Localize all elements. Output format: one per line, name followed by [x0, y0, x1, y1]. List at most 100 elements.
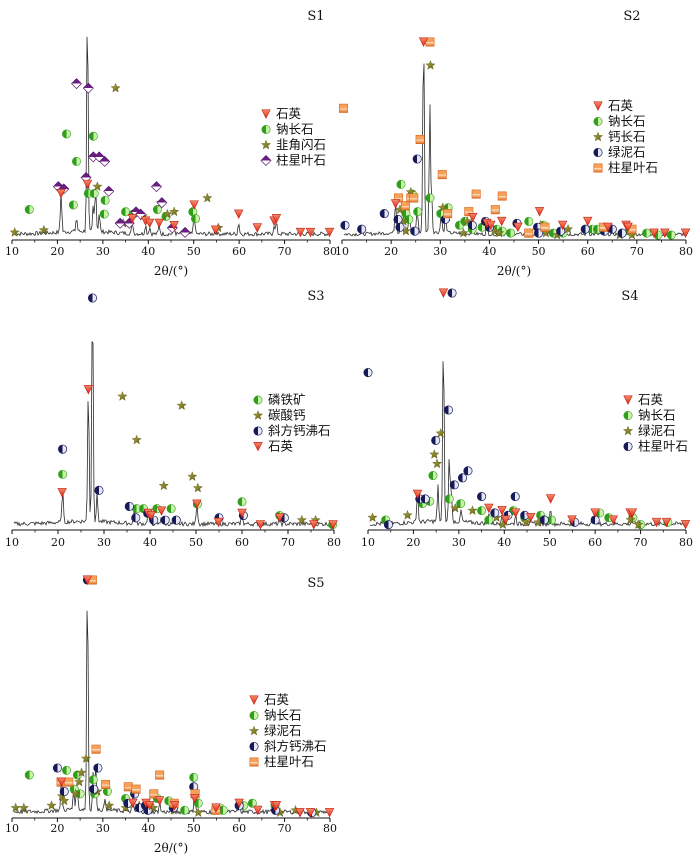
cordierite-marker [415, 135, 425, 145]
x-tick-label: 80 [679, 536, 693, 549]
star-marker [429, 449, 440, 459]
diffraction-trace [13, 36, 330, 238]
star-marker [104, 800, 115, 810]
cordierite-marker [149, 789, 159, 799]
quartz-marker [328, 520, 338, 530]
quartz-marker [275, 513, 285, 523]
x-tick-label: 10 [5, 536, 19, 549]
dark-marker [393, 214, 403, 224]
dark-marker [171, 515, 181, 525]
cordierite-marker [497, 191, 507, 201]
amphibole-marker [99, 155, 111, 167]
legend-label: 石英 [268, 439, 294, 454]
quartz-marker [680, 520, 691, 530]
chart-panel-s5: 10 20 30 40 50 60 70 80 2θ/(°) S5 石英钠长石绿泥石斜方钙沸石柱星叶… [5, 575, 337, 855]
quartz-marker [497, 506, 507, 516]
quartz-marker [57, 488, 67, 498]
series-quartz [390, 37, 691, 238]
legend-quartz-icon [623, 395, 633, 405]
dark-marker [52, 763, 62, 773]
quartz-marker [271, 214, 282, 224]
x-axis-title: 2θ/(°) [154, 841, 188, 855]
star-marker [74, 776, 85, 787]
dark-marker [357, 224, 367, 234]
amphibole-marker [150, 181, 162, 193]
quartz-marker [295, 808, 305, 818]
amphibole-marker [82, 82, 94, 94]
quartz-marker [651, 517, 662, 528]
dark-marker [539, 515, 549, 525]
quartz-marker [169, 221, 179, 231]
x-tick-label: 70 [281, 536, 295, 549]
quartz-marker [234, 209, 244, 219]
star-marker [193, 807, 204, 817]
cordierite-marker [524, 228, 534, 238]
amphibole-marker [71, 78, 83, 90]
quartz-marker [56, 777, 67, 787]
quartz-marker [500, 515, 511, 525]
legend-label: 斜方钙沸石 [264, 739, 327, 754]
star-marker [176, 400, 187, 410]
quartz-marker [412, 489, 423, 500]
albite-marker [524, 216, 534, 226]
quartz-marker [418, 37, 429, 47]
quartz-marker [497, 216, 507, 227]
cordierite-marker [131, 784, 141, 794]
star-marker [520, 516, 532, 527]
star-marker [625, 514, 636, 525]
quartz-marker [583, 216, 593, 227]
legend-star-icon [592, 131, 604, 142]
x-tick-label: 50 [189, 536, 203, 549]
cordierite-marker [338, 103, 348, 113]
series-albite [396, 179, 676, 240]
quartz-marker [680, 228, 691, 238]
legend-dark-icon [593, 147, 603, 158]
albite-marker [428, 471, 438, 481]
series-quartz [57, 385, 338, 530]
quartz-marker [309, 520, 319, 530]
star-marker [80, 753, 92, 763]
quartz-marker [567, 515, 577, 525]
x-tick-label: 60 [581, 245, 595, 258]
dark-marker [124, 501, 134, 511]
legend-label: 石英 [276, 106, 302, 121]
albite-marker [189, 772, 199, 782]
star-marker [494, 227, 505, 238]
legend-label: 柱星叶石 [264, 754, 314, 769]
star-marker [110, 82, 121, 93]
x-tick-label: 50 [543, 536, 557, 549]
albite-marker [456, 499, 466, 509]
albite-marker [24, 770, 34, 780]
legend-dark-icon [249, 741, 259, 752]
x-tick-label: 80 [323, 245, 337, 258]
dark-marker [410, 226, 420, 236]
star-marker [462, 216, 473, 226]
x-tick-label: 60 [232, 245, 246, 258]
albite-marker [72, 156, 82, 166]
star-marker [187, 471, 198, 481]
series-albite [58, 469, 338, 530]
star-marker [450, 502, 461, 513]
star-marker [202, 192, 213, 203]
legend-cordierite-icon [593, 163, 603, 173]
star-marker [38, 224, 49, 235]
cordierite-marker [409, 193, 419, 203]
dark-marker [580, 224, 590, 234]
series-quartz [412, 288, 691, 530]
quartz-marker [154, 796, 165, 806]
x-tick-label: 40 [482, 245, 496, 258]
dark-marker [449, 480, 459, 490]
dark-marker [420, 494, 430, 504]
albite-marker [237, 497, 247, 507]
dark-marker [383, 520, 393, 530]
dark-marker [431, 435, 441, 445]
dark-marker [443, 405, 453, 415]
legend-star-icon [252, 410, 264, 420]
albite-marker [88, 131, 98, 141]
dark-marker [477, 492, 487, 502]
quartz-marker [525, 513, 536, 523]
